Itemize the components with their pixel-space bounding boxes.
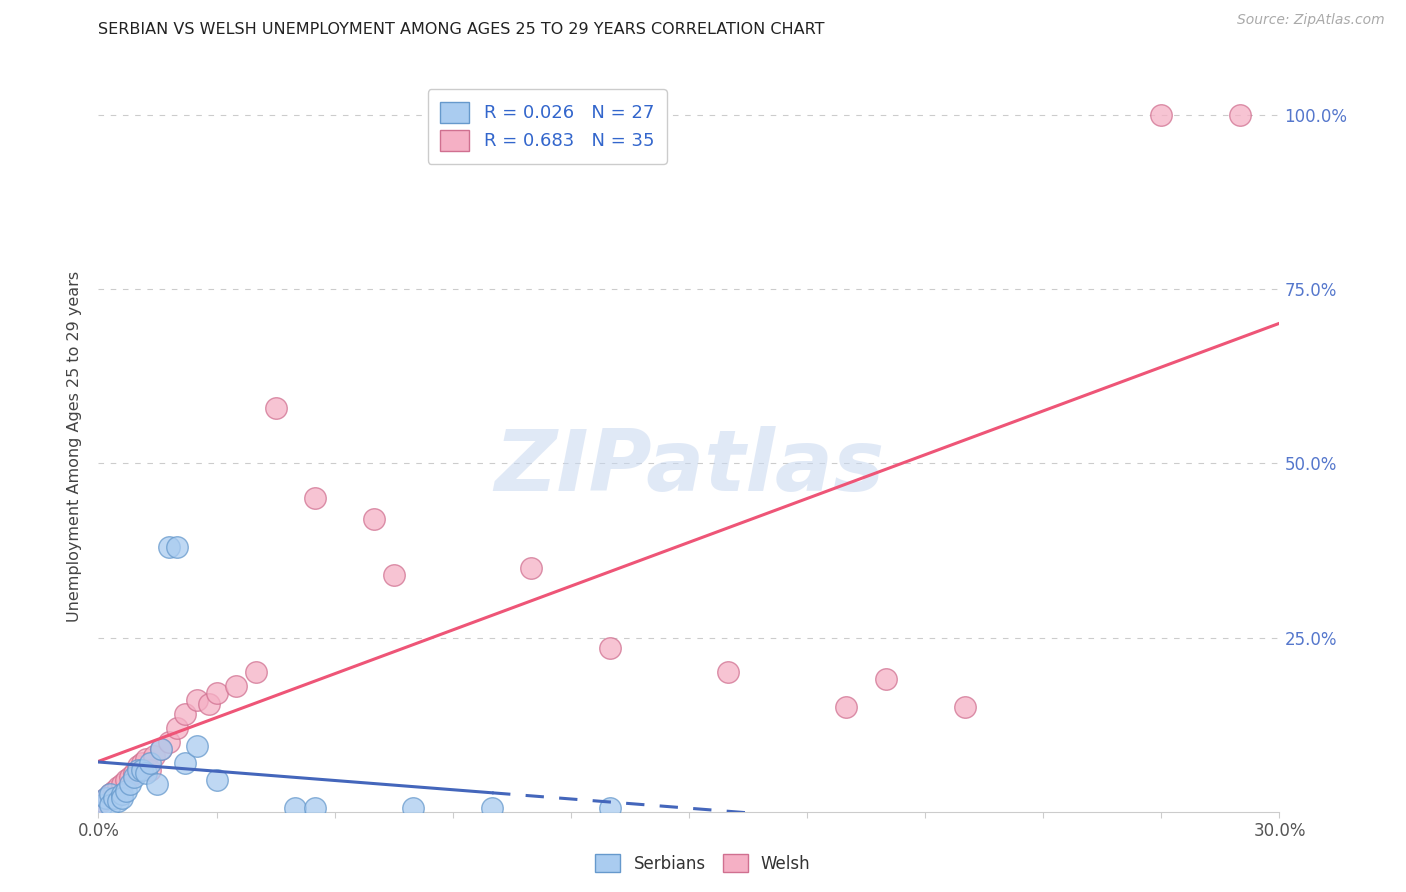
- Point: [264, 401, 287, 415]
- Point: [304, 801, 326, 815]
- Point: [174, 756, 197, 770]
- Point: [96, 790, 118, 805]
- Point: [875, 673, 897, 687]
- Point: [186, 739, 208, 753]
- Text: Source: ZipAtlas.com: Source: ZipAtlas.com: [1237, 13, 1385, 28]
- Point: [382, 567, 405, 582]
- Point: [284, 801, 307, 815]
- Point: [111, 790, 134, 805]
- Point: [98, 797, 121, 812]
- Point: [717, 665, 740, 680]
- Point: [157, 540, 180, 554]
- Point: [131, 763, 153, 777]
- Point: [402, 801, 425, 815]
- Point: [157, 735, 180, 749]
- Point: [146, 777, 169, 791]
- Point: [599, 801, 621, 815]
- Point: [122, 770, 145, 784]
- Text: ZIPatlas: ZIPatlas: [494, 426, 884, 509]
- Point: [111, 787, 134, 801]
- Point: [520, 561, 543, 575]
- Point: [835, 700, 858, 714]
- Point: [98, 787, 121, 801]
- Point: [599, 640, 621, 655]
- Point: [118, 777, 141, 791]
- Point: [115, 784, 138, 798]
- Point: [98, 787, 121, 801]
- Point: [91, 797, 114, 812]
- Point: [953, 700, 976, 714]
- Point: [225, 679, 247, 693]
- Point: [135, 766, 157, 780]
- Point: [197, 697, 219, 711]
- Point: [103, 784, 125, 798]
- Point: [205, 773, 228, 788]
- Point: [127, 759, 149, 773]
- Point: [115, 773, 138, 788]
- Legend: Serbians, Welsh: Serbians, Welsh: [589, 847, 817, 880]
- Point: [107, 780, 129, 795]
- Point: [205, 686, 228, 700]
- Point: [127, 763, 149, 777]
- Y-axis label: Unemployment Among Ages 25 to 29 years: Unemployment Among Ages 25 to 29 years: [67, 270, 83, 622]
- Point: [138, 756, 160, 770]
- Point: [118, 770, 141, 784]
- Point: [1229, 108, 1251, 122]
- Point: [1150, 108, 1173, 122]
- Point: [135, 752, 157, 766]
- Point: [245, 665, 267, 680]
- Point: [138, 763, 160, 777]
- Point: [304, 491, 326, 506]
- Point: [363, 512, 385, 526]
- Point: [103, 790, 125, 805]
- Point: [166, 721, 188, 735]
- Point: [111, 777, 134, 791]
- Point: [131, 756, 153, 770]
- Point: [166, 540, 188, 554]
- Point: [142, 749, 165, 764]
- Point: [150, 742, 173, 756]
- Point: [481, 801, 503, 815]
- Point: [150, 742, 173, 756]
- Point: [122, 766, 145, 780]
- Text: SERBIAN VS WELSH UNEMPLOYMENT AMONG AGES 25 TO 29 YEARS CORRELATION CHART: SERBIAN VS WELSH UNEMPLOYMENT AMONG AGES…: [98, 22, 825, 37]
- Point: [96, 790, 118, 805]
- Legend: R = 0.026   N = 27, R = 0.683   N = 35: R = 0.026 N = 27, R = 0.683 N = 35: [427, 89, 666, 163]
- Point: [91, 794, 114, 808]
- Point: [174, 707, 197, 722]
- Point: [186, 693, 208, 707]
- Point: [107, 794, 129, 808]
